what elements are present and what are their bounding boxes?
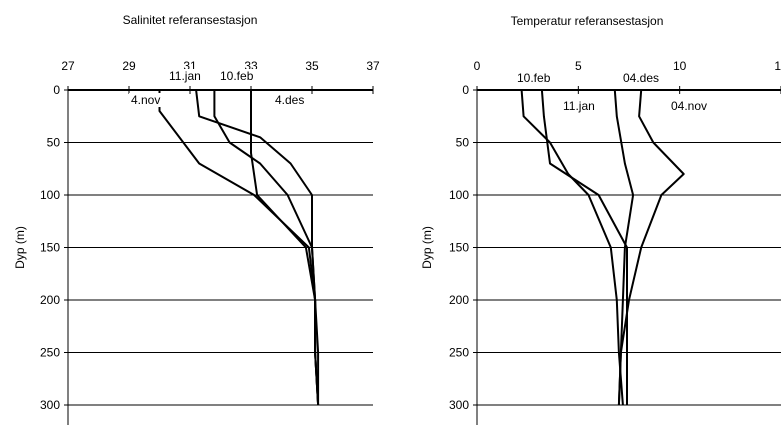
annotation-label: 4.des — [275, 93, 304, 107]
x-tick-label: 10 — [673, 59, 687, 73]
y-tick-label: 100 — [40, 188, 60, 202]
y-tick-label: 200 — [449, 293, 469, 307]
series-line-11.jan — [540, 89, 628, 405]
y-tick-label: 50 — [456, 136, 470, 150]
annotation-background — [515, 71, 559, 85]
y-tick-label: 250 — [40, 346, 60, 360]
annotation-background — [669, 99, 713, 113]
chart-title: Temperatur referansestasjon — [511, 14, 664, 28]
annotation-label: 11.jan — [169, 69, 201, 83]
x-tick-label: 27 — [61, 59, 75, 73]
x-tick-label: 37 — [366, 59, 380, 73]
y-tick-label: 0 — [462, 83, 469, 97]
annotation-label: 10.feb — [220, 69, 254, 83]
y-axis-label: Dyp (m) — [420, 226, 434, 269]
y-tick-label: 300 — [40, 398, 60, 412]
y-tick-label: 300 — [449, 398, 469, 412]
chart-title: Salinitet referansestasjon — [123, 13, 258, 27]
annotation-background — [621, 71, 665, 85]
x-tick-label: 35 — [305, 59, 319, 73]
annotation-label: 4.nov — [131, 93, 160, 107]
annotation-background — [561, 99, 605, 113]
x-tick-label: 5 — [575, 59, 582, 73]
series-line-04.des — [613, 89, 635, 406]
y-tick-label: 150 — [449, 241, 469, 255]
salinity-chart: Salinitet referansestasjon 0 50 100 150 200 2… — [13, 13, 380, 425]
annotation-label: 10.feb — [517, 71, 551, 85]
series-line-10.feb — [213, 90, 320, 405]
annotation-label: 04.nov — [671, 99, 707, 113]
y-tick-label: 50 — [47, 136, 61, 150]
x-tick-label: 0 — [474, 59, 481, 73]
temperature-chart: Temperatur referansestasjon 050100150200… — [420, 14, 781, 425]
y-axis-label: Dyp (m) — [13, 226, 27, 269]
series-line-11.jan — [195, 89, 320, 406]
y-tick-label: 250 — [449, 346, 469, 360]
annotation-label: 04.des — [623, 71, 659, 85]
annotation-background — [273, 93, 310, 107]
annotation-background — [129, 93, 166, 107]
series-line-04.nov — [617, 89, 685, 406]
annotation-label: 11.jan — [563, 99, 595, 113]
x-tick-label: 15 — [774, 59, 781, 73]
series-line-10.feb — [520, 89, 624, 406]
x-tick-label: 29 — [122, 59, 136, 73]
annotation-background — [167, 69, 211, 83]
annotation-background — [218, 69, 262, 83]
y-tick-label: 200 — [40, 293, 60, 307]
y-tick-label: 0 — [53, 83, 60, 97]
y-tick-label: 150 — [40, 241, 60, 255]
y-tick-label: 100 — [449, 188, 469, 202]
